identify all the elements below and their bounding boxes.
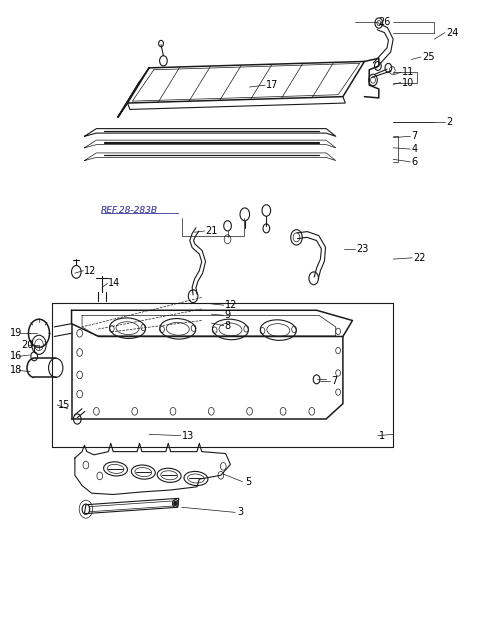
- Text: 26: 26: [378, 17, 390, 28]
- Text: 7: 7: [411, 131, 418, 141]
- Text: 15: 15: [58, 400, 71, 410]
- Text: 25: 25: [422, 52, 434, 62]
- Text: 24: 24: [446, 28, 458, 38]
- Text: 11: 11: [402, 67, 414, 78]
- Text: 22: 22: [413, 253, 426, 263]
- Text: 12: 12: [84, 265, 97, 276]
- Text: 7: 7: [331, 376, 337, 387]
- Circle shape: [174, 501, 177, 505]
- Text: 18: 18: [10, 365, 23, 376]
- Text: 3: 3: [238, 508, 244, 517]
- Text: 20: 20: [21, 340, 33, 350]
- Text: 19: 19: [10, 328, 23, 338]
- Text: 9: 9: [225, 310, 231, 320]
- Text: 21: 21: [205, 226, 218, 236]
- Text: 6: 6: [411, 157, 418, 167]
- Text: REF.28-283B: REF.28-283B: [101, 206, 158, 215]
- Text: 2: 2: [446, 117, 452, 127]
- Text: 16: 16: [10, 351, 23, 362]
- Text: 8: 8: [225, 320, 231, 331]
- Text: 17: 17: [266, 80, 279, 90]
- Text: 4: 4: [411, 144, 418, 154]
- Text: 14: 14: [108, 278, 120, 288]
- Text: 23: 23: [356, 244, 368, 254]
- Text: 12: 12: [225, 300, 237, 310]
- Text: 10: 10: [402, 78, 414, 88]
- Text: 5: 5: [245, 477, 251, 487]
- Text: 1: 1: [379, 431, 385, 440]
- Text: REF.28-283B: REF.28-283B: [101, 206, 158, 215]
- Text: 13: 13: [181, 431, 194, 440]
